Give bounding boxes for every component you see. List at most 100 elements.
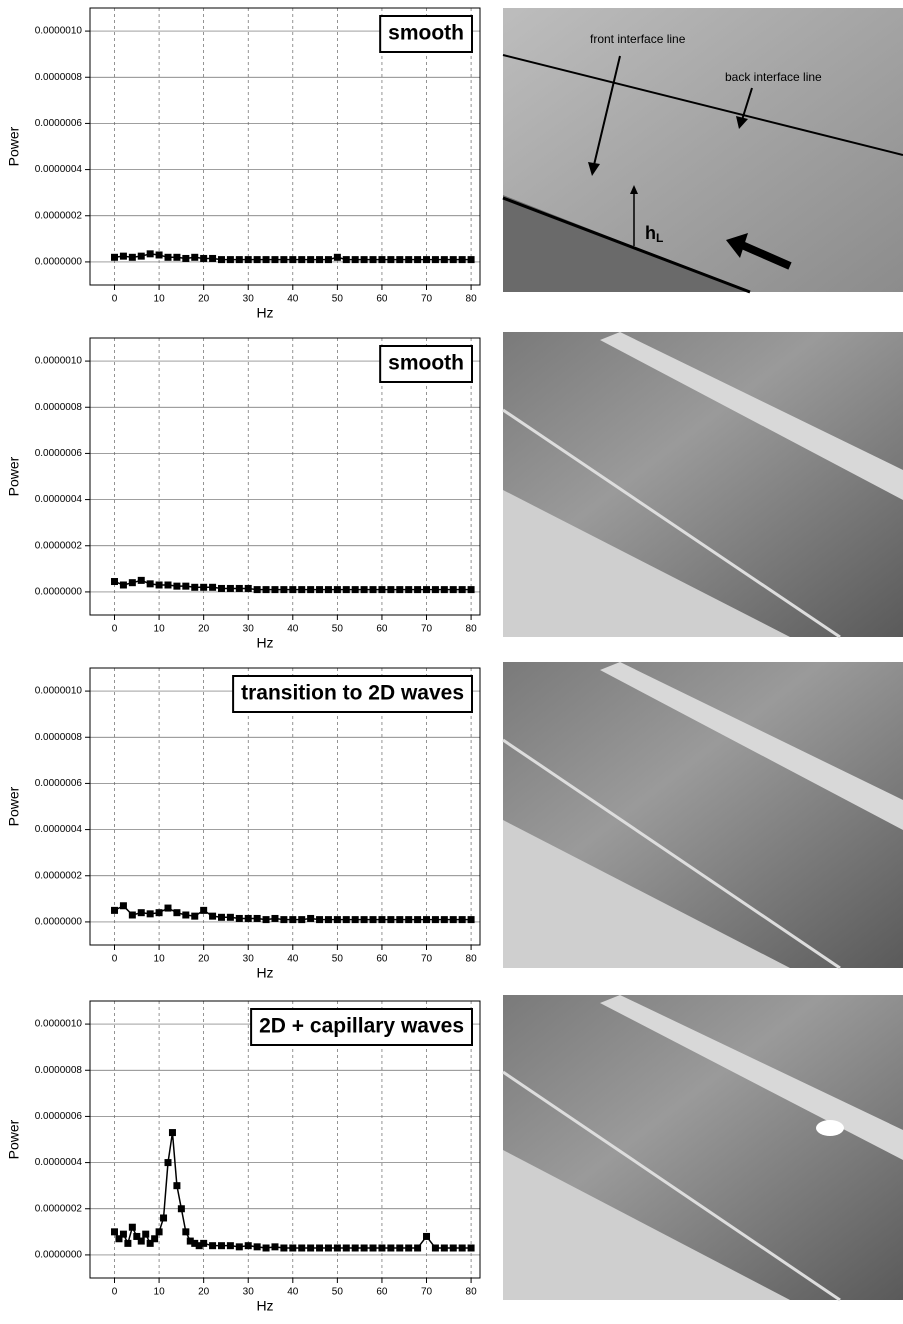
x-axis-label: Hz [256,1298,273,1314]
chart: 0.00000000.00000020.00000040.00000060.00… [6,668,480,981]
y-tick-label: 0.0000006 [35,118,83,129]
data-point [396,256,403,263]
data-point [147,910,154,917]
y-tick-label: 0.0000004 [35,824,83,835]
x-axis-label: Hz [256,305,273,321]
data-point [227,1242,234,1249]
data-point [316,586,323,593]
y-axis-label: Power [6,456,22,496]
x-tick-label: 30 [243,624,255,635]
x-tick-label: 60 [376,1287,388,1298]
data-point [227,914,234,921]
data-point [370,256,377,263]
x-tick-label: 10 [154,1287,166,1298]
data-point [129,579,136,586]
data-point [138,577,145,584]
data-point [343,256,350,263]
data-point [263,916,270,923]
data-point [450,1244,457,1251]
data-point [111,1228,118,1235]
y-tick-label: 0.0000004 [35,164,83,175]
data-point [289,1244,296,1251]
data-point [182,1228,189,1235]
data-point [325,256,332,263]
data-point [245,256,252,263]
data-point [378,256,385,263]
y-tick-label: 0.0000000 [35,587,83,598]
data-point [209,1242,216,1249]
x-tick-label: 30 [243,1287,255,1298]
data-point [441,916,448,923]
data-point [468,256,475,263]
data-point [165,581,172,588]
data-point [263,1244,270,1251]
data-point [120,902,127,909]
data-point [218,256,225,263]
x-tick-label: 20 [198,624,210,635]
y-tick-label: 0.0000008 [35,402,83,413]
data-point [182,255,189,262]
x-tick-label: 40 [287,624,299,635]
data-point [120,1231,127,1238]
data-point [432,256,439,263]
data-point [370,586,377,593]
y-tick-label: 0.0000010 [35,1019,83,1030]
data-point [178,1205,185,1212]
data-point [280,256,287,263]
data-point [289,586,296,593]
data-point [191,584,198,591]
chart-label: 2D + capillary waves [259,1015,464,1038]
data-point [289,916,296,923]
data-point [459,586,466,593]
y-tick-label: 0.0000002 [35,210,83,221]
data-point [343,916,350,923]
data-point [343,1244,350,1251]
data-point [405,916,412,923]
data-point [298,1244,305,1251]
y-tick-label: 0.0000002 [35,540,83,551]
data-point [405,586,412,593]
data-point [468,586,475,593]
y-axis-label: Power [6,786,22,826]
data-point [378,1244,385,1251]
data-point [245,585,252,592]
annotation: back interface line [725,70,822,84]
data-point [352,256,359,263]
x-tick-label: 0 [112,294,118,305]
x-tick-label: 0 [112,954,118,965]
chart-label: smooth [388,352,464,375]
data-point [200,907,207,914]
data-point [387,1244,394,1251]
data-point [378,586,385,593]
data-point [468,916,475,923]
x-tick-label: 10 [154,294,166,305]
data-point [138,1238,145,1245]
data-point [173,909,180,916]
data-point [209,255,216,262]
data-point [361,1244,368,1251]
data-point [218,585,225,592]
data-point [316,1244,323,1251]
y-tick-label: 0.0000010 [35,356,83,367]
data-point [298,256,305,263]
data-point [147,250,154,257]
page: front interface line back interface line… [0,0,903,1324]
data-point [111,907,118,914]
data-point [325,1244,332,1251]
data-point [173,583,180,590]
data-point [182,583,189,590]
x-axis-label: Hz [256,965,273,981]
data-point [361,256,368,263]
data-point [245,1242,252,1249]
data-point [370,916,377,923]
x-tick-label: 60 [376,294,388,305]
data-point [459,1244,466,1251]
data-point [156,909,163,916]
y-axis-label: Power [6,126,22,166]
y-tick-label: 0.0000002 [35,1203,83,1214]
data-point [120,253,127,260]
x-tick-label: 50 [332,624,344,635]
y-tick-label: 0.0000008 [35,1065,83,1076]
data-point [468,1244,475,1251]
data-point [124,1240,131,1247]
